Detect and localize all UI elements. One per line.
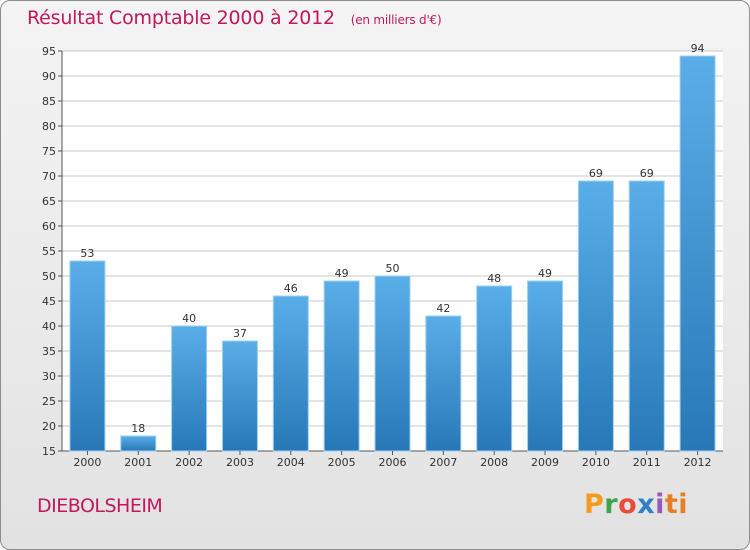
x-tick-label: 2011	[633, 456, 661, 469]
chart-title-text: Résultat Comptable 2000 à 2012	[27, 7, 335, 29]
x-tick-label: 2005	[328, 456, 356, 469]
logo-letter: r	[604, 489, 619, 520]
chart-subtitle: (en milliers d'€)	[350, 13, 442, 27]
data-label: 49	[538, 267, 552, 280]
logo-letter: P	[584, 489, 605, 520]
y-tick-label: 25	[42, 395, 56, 408]
data-label: 18	[131, 422, 145, 435]
y-tick-label: 95	[42, 45, 56, 58]
data-label: 48	[487, 272, 501, 285]
x-tick-label: 2007	[429, 456, 457, 469]
data-label: 69	[589, 167, 603, 180]
data-label: 49	[335, 267, 349, 280]
y-tick-label: 40	[42, 320, 56, 333]
y-tick-label: 65	[42, 195, 56, 208]
x-tick-label: 2000	[73, 456, 101, 469]
bar	[221, 340, 258, 452]
logo-letter: x	[637, 489, 656, 520]
logo-letter: i	[655, 489, 665, 520]
y-tick-label: 20	[42, 420, 56, 433]
x-tick-label: 2002	[175, 456, 203, 469]
x-tick-label: 2003	[226, 456, 254, 469]
data-label: 42	[436, 302, 450, 315]
bar	[69, 260, 106, 452]
x-tick-label: 2009	[531, 456, 559, 469]
data-label: 50	[386, 262, 400, 275]
bar	[425, 315, 462, 452]
x-tick-label: 2010	[582, 456, 610, 469]
bar	[120, 435, 157, 452]
y-tick-label: 55	[42, 245, 56, 258]
bar	[171, 325, 208, 452]
y-tick-label: 90	[42, 70, 56, 83]
bar	[527, 280, 564, 452]
x-tick-label: 2006	[379, 456, 407, 469]
logo-letter: ti	[664, 489, 689, 520]
bar	[577, 180, 614, 452]
bar	[272, 295, 309, 452]
y-tick-label: 35	[42, 345, 56, 358]
y-tick-label: 30	[42, 370, 56, 383]
y-tick-label: 80	[42, 120, 56, 133]
y-tick-label: 75	[42, 145, 56, 158]
proxiti-logo: Proxiti	[584, 489, 688, 520]
y-tick-label: 85	[42, 95, 56, 108]
x-tick-label: 2001	[124, 456, 152, 469]
data-label: 69	[640, 167, 654, 180]
bar	[679, 55, 716, 452]
town-name: DIEBOLSHEIM	[37, 495, 163, 517]
bar	[323, 280, 360, 452]
logo-letter: o	[618, 489, 638, 520]
data-label: 40	[182, 312, 196, 325]
bar	[374, 275, 411, 452]
x-tick-label: 2012	[684, 456, 712, 469]
y-tick-label: 45	[42, 295, 56, 308]
bar	[628, 180, 665, 452]
data-label: 37	[233, 327, 247, 340]
data-label: 46	[284, 282, 298, 295]
data-label: 94	[691, 42, 705, 55]
y-tick-label: 50	[42, 270, 56, 283]
y-tick-label: 70	[42, 170, 56, 183]
data-label: 53	[80, 247, 94, 260]
x-tick-label: 2004	[277, 456, 305, 469]
y-tick-label: 60	[42, 220, 56, 233]
y-tick-label: 15	[42, 445, 56, 458]
bar	[476, 285, 513, 452]
chart-title: Résultat Comptable 2000 à 2012 (en milli…	[27, 7, 442, 29]
x-tick-label: 2008	[480, 456, 508, 469]
